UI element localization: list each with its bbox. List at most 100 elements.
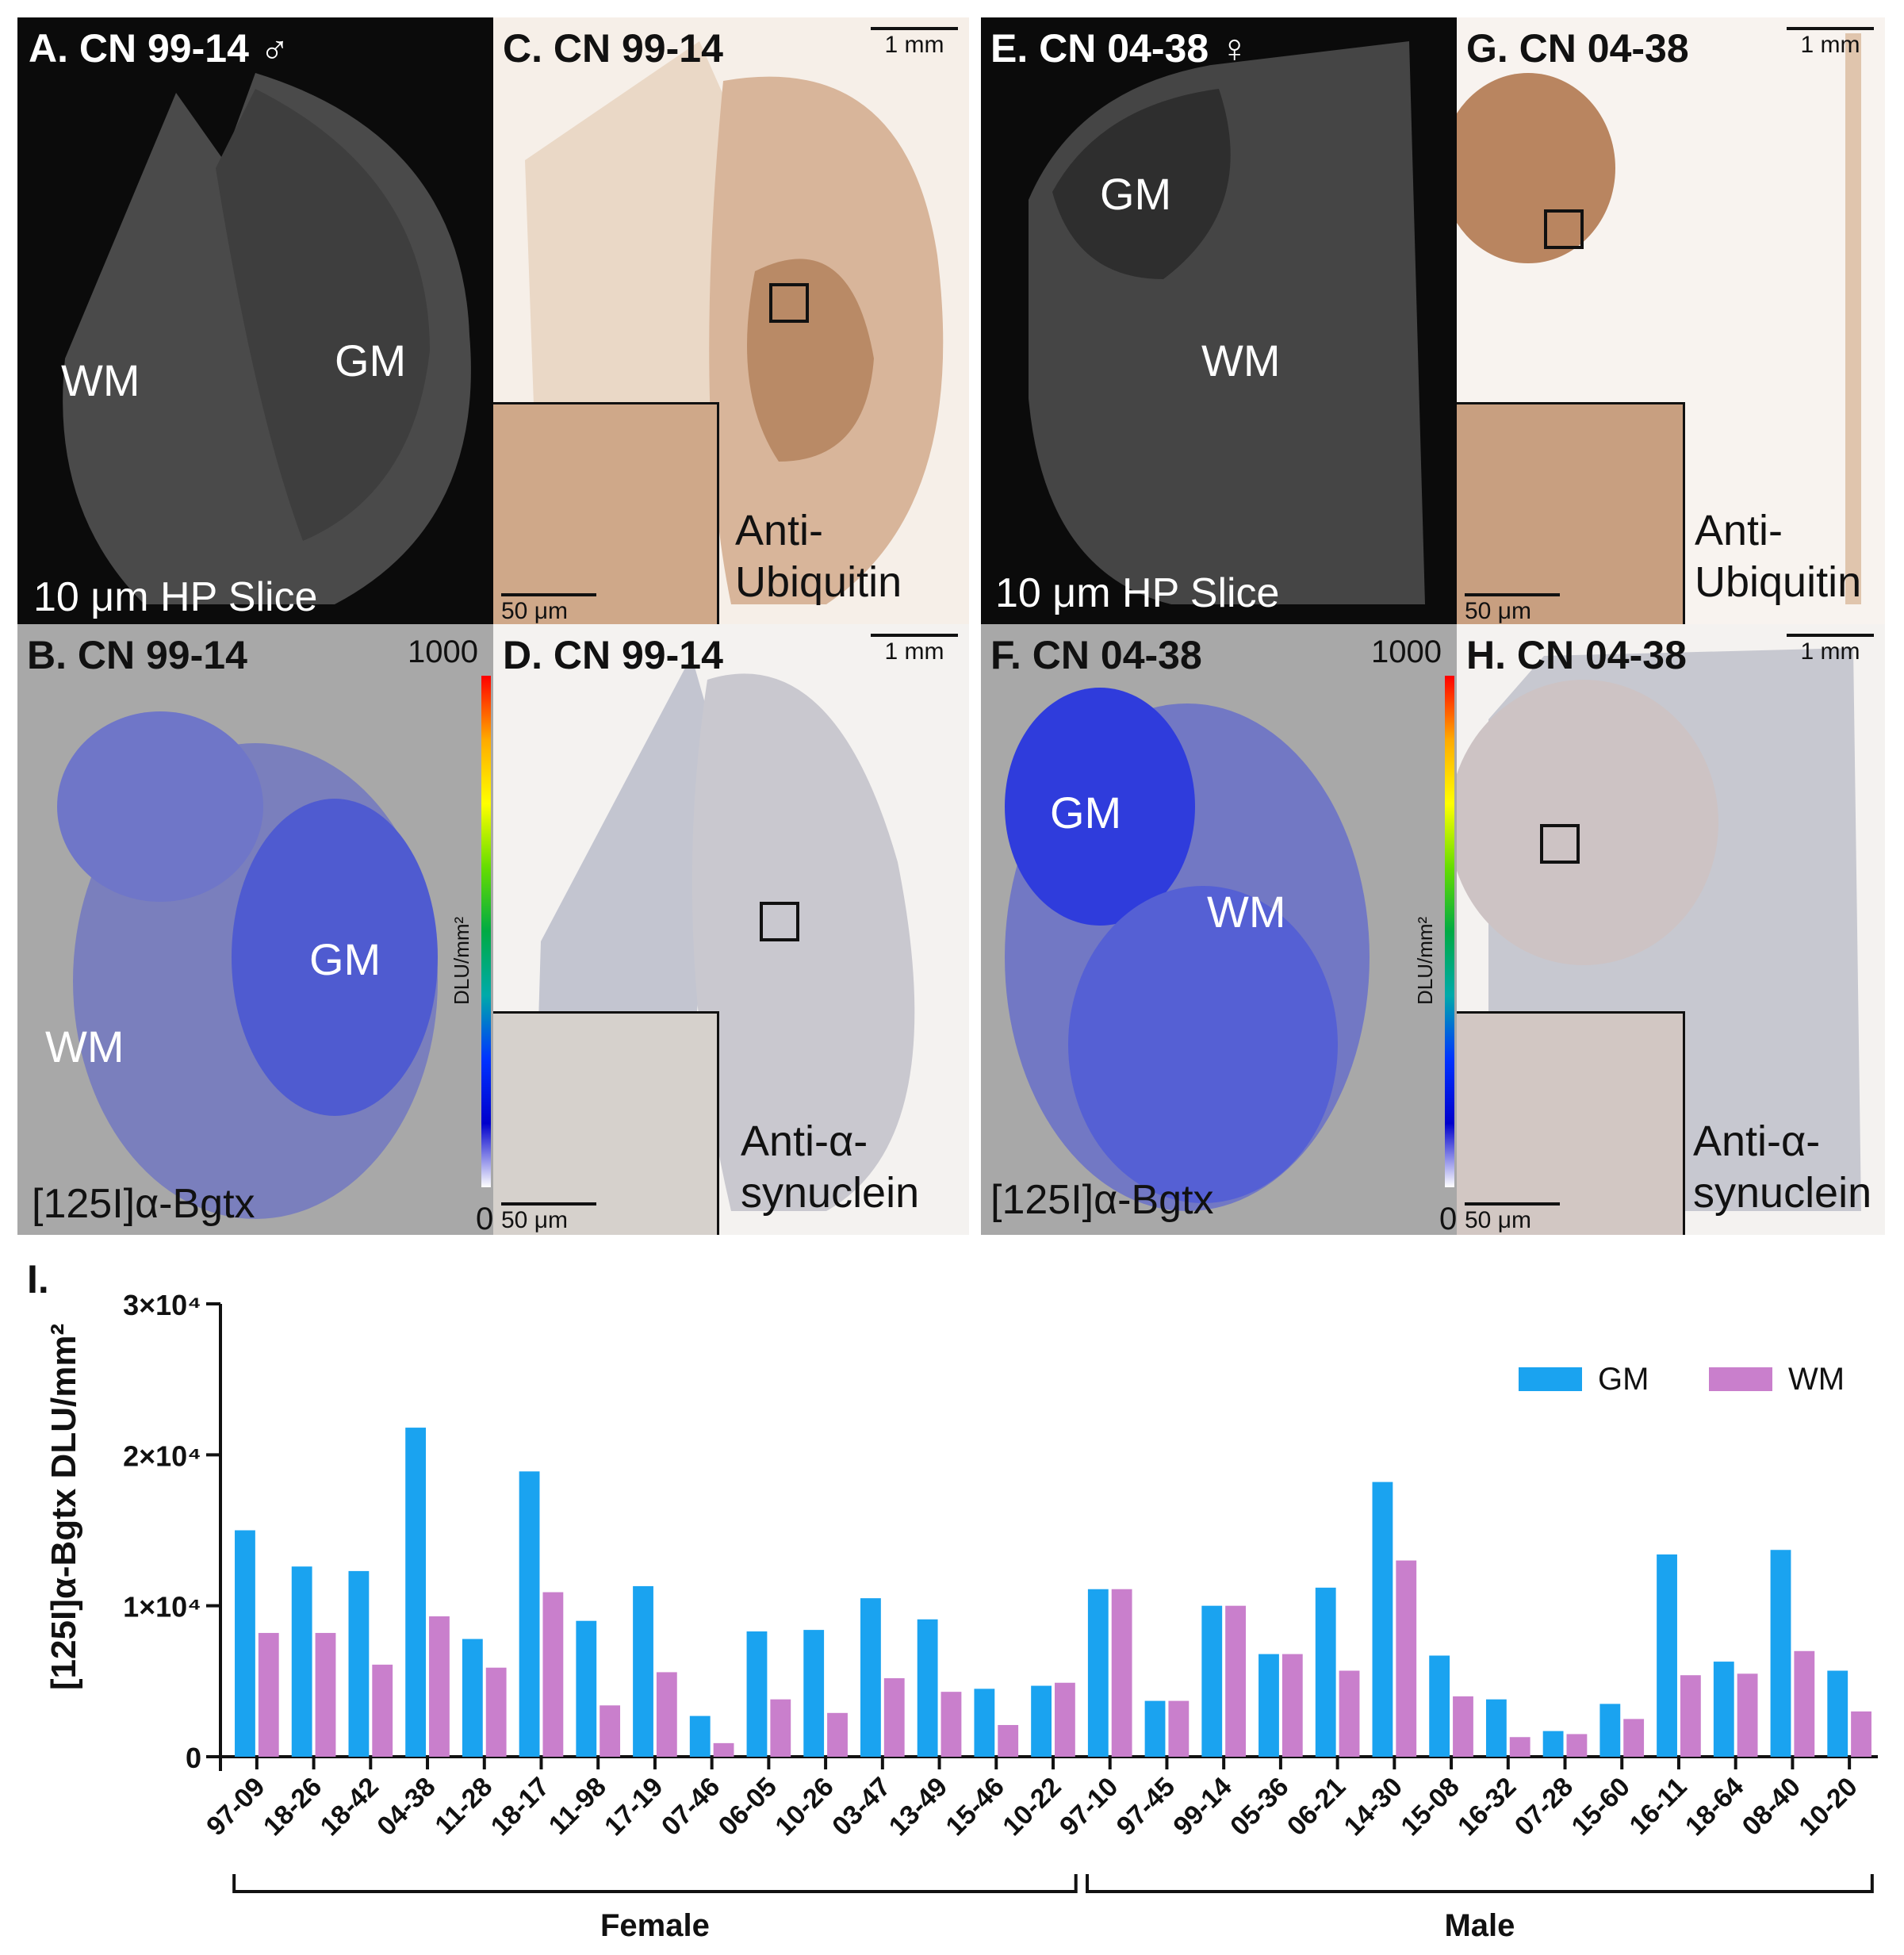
panel-f-image xyxy=(1005,688,1370,1211)
bar-wm-18-42 xyxy=(372,1664,393,1757)
bar-wm-97-45 xyxy=(1168,1700,1190,1757)
legend-swatch-gm xyxy=(1519,1367,1582,1391)
panel-i-label: I. xyxy=(27,1257,49,1301)
bar-wm-05-36 xyxy=(1281,1654,1303,1757)
panel-c-scalebar: 1 mm xyxy=(871,27,958,57)
y-axis-label: [125I]α-Bgtx DLU/mm² xyxy=(44,1324,83,1690)
bar-wm-10-26 xyxy=(827,1712,848,1757)
bar-gm-10-22 xyxy=(1031,1685,1052,1757)
bar-gm-18-17 xyxy=(519,1471,540,1757)
panel-c-label: C. CN 99-14 xyxy=(503,26,723,71)
x-tick-label: 11-98 xyxy=(543,1772,612,1841)
bar-wm-15-60 xyxy=(1623,1719,1645,1757)
x-tick-label: 18-42 xyxy=(315,1772,385,1842)
panel-h-scalebar: 1 mm xyxy=(1787,634,1874,664)
x-tick-label: 13-49 xyxy=(883,1772,953,1842)
bar-gm-17-19 xyxy=(633,1585,653,1757)
panel-h-inset-scalebar: 50 μm xyxy=(1465,1202,1560,1234)
panel-f-colorbar xyxy=(1445,676,1454,1187)
bar-wm-17-19 xyxy=(656,1672,677,1757)
bar-wm-04-38 xyxy=(429,1616,450,1757)
panel-b-cbar-min: 0 xyxy=(476,1202,493,1235)
x-tick-label: 07-28 xyxy=(1509,1772,1579,1842)
panel-f: F. CN 04-38 1000 DLU/mm² 0 GM WM [125I]α… xyxy=(981,624,1457,1235)
panel-b: B. CN 99-14 1000 DLU/mm² 0 GM WM [125I]α… xyxy=(17,624,493,1235)
panel-e-caption: 10 μm HP Slice xyxy=(995,570,1280,616)
legend-label-wm: WM xyxy=(1788,1362,1845,1397)
panel-a-label: A. CN 99-14 ♂ xyxy=(29,26,290,71)
panel-c-stain: Anti- Ubiquitin xyxy=(735,507,902,606)
panel-f-cbar-min: 0 xyxy=(1439,1202,1457,1235)
panel-e-gm: GM xyxy=(1100,169,1172,219)
bar-gm-15-60 xyxy=(1599,1704,1621,1757)
bar-gm-15-46 xyxy=(974,1689,995,1757)
panel-d-label: D. CN 99-14 xyxy=(503,633,723,677)
panel-c-inset: 50 μm xyxy=(493,402,719,624)
panel-b-caption: [125I]α-Bgtx xyxy=(32,1181,255,1227)
y-tick-label: 2×10⁴ xyxy=(123,1439,201,1472)
panel-b-label: B. CN 99-14 xyxy=(27,633,247,677)
panel-b-gm: GM xyxy=(309,934,381,984)
x-tick-label: 03-47 xyxy=(826,1772,896,1842)
panel-f-gm: GM xyxy=(1050,788,1122,838)
bar-wm-11-98 xyxy=(600,1705,621,1757)
panel-g-stain: Anti- Ubiquitin xyxy=(1695,507,1862,606)
bar-gm-16-32 xyxy=(1485,1699,1507,1757)
bar-gm-18-42 xyxy=(348,1570,370,1757)
panel-b-colorbar xyxy=(481,676,491,1187)
bar-gm-11-98 xyxy=(576,1620,597,1757)
panel-a: A. CN 99-14 ♂ WM GM 10 μm HP Slice xyxy=(17,17,493,624)
x-tick-label: 97-45 xyxy=(1111,1772,1181,1842)
bar-wm-10-20 xyxy=(1851,1711,1871,1757)
bar-gm-16-11 xyxy=(1657,1554,1677,1757)
bar-wm-06-05 xyxy=(770,1699,791,1757)
bar-gm-18-64 xyxy=(1713,1662,1734,1757)
x-tick-label: 16-11 xyxy=(1624,1772,1693,1841)
panel-a-gm: GM xyxy=(335,335,407,385)
bar-wm-99-14 xyxy=(1225,1605,1246,1757)
bar-gm-97-09 xyxy=(235,1530,255,1757)
bar-chart: I. [125I]α-Bgtx DLU/mm² 0 1×10⁴ 2×10⁴ 3×10⁴… xyxy=(27,1257,1878,1943)
x-tick-label: 18-64 xyxy=(1680,1772,1749,1842)
x-tick-label: 16-32 xyxy=(1452,1772,1522,1842)
bar-gm-05-36 xyxy=(1258,1654,1279,1757)
y-tick-label: 3×10⁴ xyxy=(123,1289,201,1321)
panel-h-roi-box xyxy=(1540,824,1580,864)
x-tick-label: 17-19 xyxy=(599,1772,669,1842)
panel-b-wm: WM xyxy=(45,1022,125,1071)
panel-e-wm: WM xyxy=(1201,335,1281,385)
panel-a-image xyxy=(63,73,471,604)
panel-b-cbar-max: 1000 xyxy=(408,634,478,669)
panel-f-cbar-max: 1000 xyxy=(1371,634,1442,669)
bar-wm-18-17 xyxy=(542,1592,564,1757)
panel-b-image xyxy=(57,711,438,1219)
x-tick-label: 18-26 xyxy=(258,1772,328,1842)
bar-gm-97-45 xyxy=(1144,1700,1166,1757)
bar-gm-04-38 xyxy=(405,1428,427,1757)
panel-d-roi-box xyxy=(760,902,799,941)
x-tick-label: 97-09 xyxy=(201,1772,270,1842)
x-tick-label: 07-46 xyxy=(656,1772,726,1842)
bar-gm-10-20 xyxy=(1827,1670,1848,1757)
bar-gm-06-21 xyxy=(1315,1587,1336,1757)
panel-g-roi-box xyxy=(1544,209,1584,249)
panel-g-label: G. CN 04-38 xyxy=(1466,26,1689,71)
x-tick-label: 08-40 xyxy=(1737,1772,1806,1842)
panel-d-stain: Anti-α- synuclein xyxy=(741,1117,920,1217)
bar-wm-18-26 xyxy=(315,1632,336,1757)
bar-wm-14-30 xyxy=(1396,1560,1417,1757)
group-label-female: Female xyxy=(600,1908,710,1943)
bar-gm-06-05 xyxy=(746,1631,768,1757)
group-bracket-male xyxy=(1086,1874,1874,1893)
panel-h-stain: Anti-α- synuclein xyxy=(1693,1117,1872,1217)
panel-b-cbar-unit: DLU/mm² xyxy=(450,916,473,1005)
panel-d-inset: 50 μm xyxy=(493,1011,719,1235)
panel-d-scalebar: 1 mm xyxy=(871,634,958,664)
panel-h-label: H. CN 04-38 xyxy=(1466,633,1687,677)
bar-wm-97-10 xyxy=(1111,1589,1132,1757)
panel-c-roi-box xyxy=(769,283,809,323)
x-tick-label: 14-30 xyxy=(1339,1772,1408,1842)
x-tick-label: 15-46 xyxy=(941,1772,1010,1842)
x-tick-label: 18-17 xyxy=(485,1772,555,1842)
panel-f-caption: [125I]α-Bgtx xyxy=(990,1177,1214,1223)
